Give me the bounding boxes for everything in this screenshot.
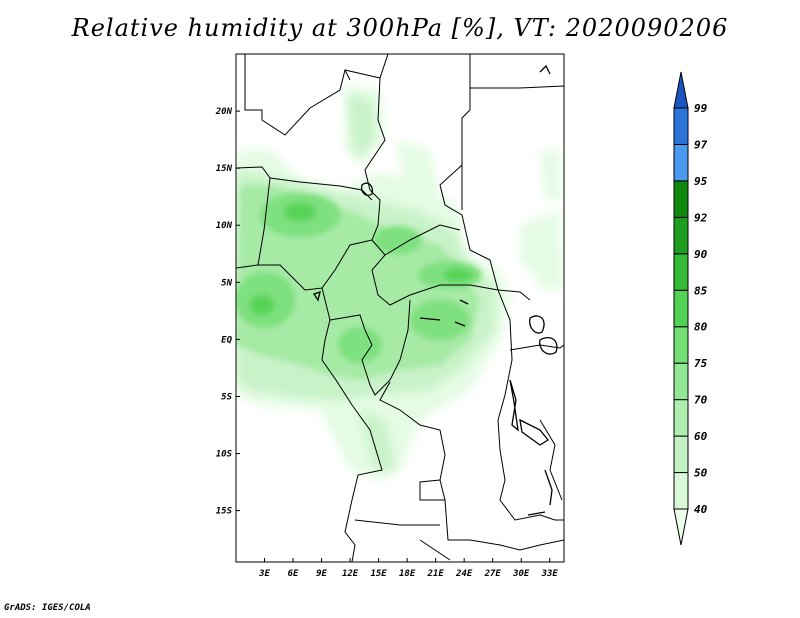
lat-tick-label: 10N (216, 221, 233, 231)
lon-tick-label: 12E (342, 569, 359, 579)
lat-tick-label: 15S (216, 507, 233, 517)
colorbar-label: 99 (694, 102, 708, 115)
colorbar-min-arrow (673, 508, 689, 546)
colorbar-label: 80 (694, 321, 708, 334)
latitude-axis: 20N 15N 10N 5N EQ 5S 10S 15S (215, 107, 240, 517)
lon-tick-label: 18E (399, 569, 416, 579)
colorbar-bin (673, 143, 689, 182)
lon-tick-label: 27E (484, 569, 502, 579)
longitude-axis: 3E 6E 9E 12E 15E 18E 21E 24E 27E 30E 33E (258, 558, 558, 579)
colorbar-label: 50 (694, 467, 708, 480)
colorbar-bin (673, 362, 689, 401)
lat-tick-label: 20N (215, 107, 233, 117)
humidity-85-90 (250, 203, 472, 315)
colorbar-bin (673, 472, 689, 510)
lon-tick-label: 9E (316, 569, 327, 579)
colorbar: 40 50 60 70 75 80 85 90 92 95 97 99 (673, 71, 708, 546)
lat-tick-label: 5S (221, 392, 232, 402)
colorbar-max-arrow (673, 71, 689, 109)
chart-title: Relative humidity at 300hPa [%], VT: 202… (71, 14, 729, 42)
colorbar-bin (673, 326, 689, 364)
colorbar-bin (673, 180, 689, 218)
lat-tick-label: 10S (216, 450, 233, 460)
colorbar-label: 60 (694, 430, 708, 443)
colorbar-bin (673, 435, 689, 474)
colorbar-bin (673, 216, 689, 255)
colorbar-label: 95 (694, 175, 708, 188)
lon-tick-label: 15E (370, 569, 387, 579)
humidity-field (236, 85, 563, 480)
lon-tick-label: 6E (288, 569, 299, 579)
humidity-75-85 (236, 193, 482, 363)
colorbar-label: 92 (694, 211, 708, 224)
colorbar-label: 85 (694, 284, 708, 297)
colorbar-label: 70 (694, 394, 708, 407)
lat-tick-label: 5N (221, 278, 232, 288)
colorbar-label: 90 (694, 248, 708, 261)
borders (236, 54, 564, 562)
lat-tick-label: 15N (216, 164, 233, 174)
lon-tick-label: 21E (427, 569, 445, 579)
colorbar-label: 75 (694, 357, 708, 370)
lon-tick-label: 30E (512, 569, 530, 579)
colorbar-bin (673, 253, 689, 291)
colorbar-bin (673, 289, 689, 328)
lon-tick-label: 3E (258, 569, 270, 579)
colorbar-label: 40 (694, 503, 708, 516)
lakes (312, 64, 558, 516)
colorbar-label: 97 (694, 138, 708, 151)
lat-tick-label: EQ (221, 335, 232, 345)
lon-tick-label: 24E (455, 569, 473, 579)
colorbar-bin (673, 399, 689, 437)
lon-tick-label: 33E (541, 569, 559, 579)
grads-credit: GrADS: IGES/COLA (4, 603, 91, 613)
map-frame (235, 53, 565, 563)
colorbar-bin (673, 107, 689, 145)
